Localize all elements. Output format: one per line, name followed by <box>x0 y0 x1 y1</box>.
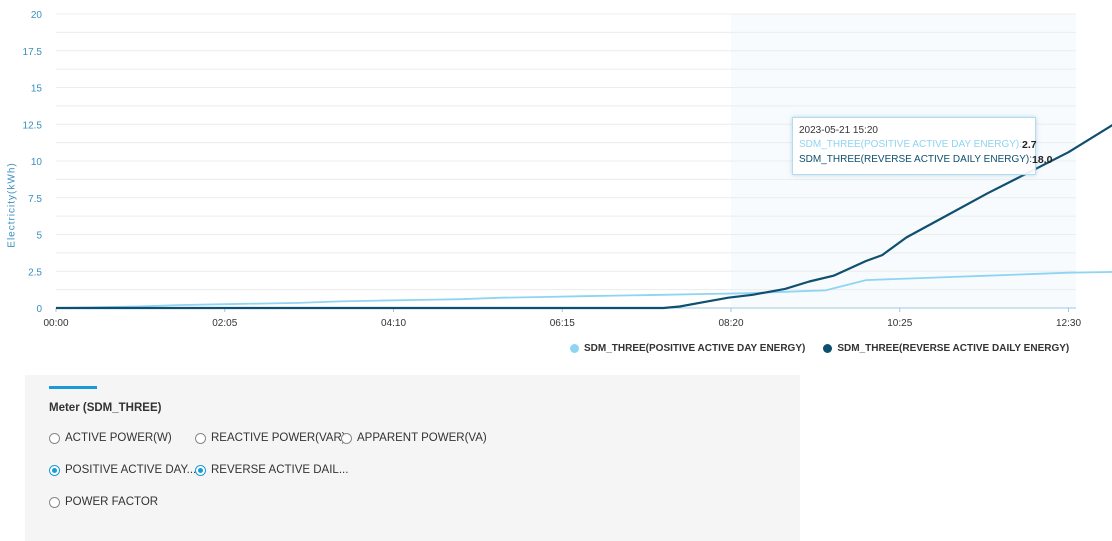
x-tick-label: 04:10 <box>381 318 406 329</box>
y-tick-label: 0 <box>36 304 42 315</box>
tooltip-row-reverse: SDM_THREE(REVERSE ACTIVE DAILY ENERGY): … <box>799 154 1052 166</box>
x-tick-label: 08:20 <box>718 318 743 329</box>
option-label: APPARENT POWER(VA) <box>357 432 487 444</box>
x-tick-label: 06:15 <box>550 318 575 329</box>
x-tick-label: 02:05 <box>212 318 237 329</box>
y-axis-title: Electricity(kWh) <box>6 162 18 248</box>
radio-icon[interactable] <box>341 432 352 444</box>
y-tick-label: 7.5 <box>28 194 42 205</box>
tooltip-row-positive: SDM_THREE(POSITIVE ACTIVE DAY ENERGY): 2… <box>799 139 1037 151</box>
panel-accent-bar <box>49 386 97 389</box>
radio-icon[interactable] <box>195 432 206 444</box>
option-label: POWER FACTOR <box>65 496 159 508</box>
legend-label-positive: SDM_THREE(POSITIVE ACTIVE DAY ENERGY) <box>584 343 806 354</box>
radio-icon[interactable] <box>49 432 60 444</box>
legend-item-reverse[interactable]: SDM_THREE(REVERSE ACTIVE DAILY ENERGY) <box>823 343 1069 354</box>
y-tick-label: 5 <box>36 231 42 242</box>
option-label: REVERSE ACTIVE DAIL... <box>211 464 349 476</box>
legend-dot-icon <box>823 344 833 353</box>
legend-dot-icon <box>570 344 579 353</box>
option-positive-active-day[interactable]: POSITIVE ACTIVE DAY... <box>49 464 196 476</box>
option-active-power[interactable]: ACTIVE POWER(W) <box>49 432 172 444</box>
y-tick-label: 15 <box>31 84 43 95</box>
series-line-0 <box>55 271 1112 309</box>
radio-checked-icon[interactable] <box>49 464 60 476</box>
x-tick-label: 00:00 <box>43 318 68 329</box>
legend-label-reverse: SDM_THREE(REVERSE ACTIVE DAILY ENERGY) <box>837 343 1070 354</box>
tooltip-label-reverse: SDM_THREE(REVERSE ACTIVE DAILY ENERGY): <box>799 154 1033 165</box>
y-axis-title-wrap: Electricity(kWh) <box>2 162 22 248</box>
tooltip-time: 2023-05-21 15:20 <box>799 125 878 136</box>
chart-legend: SDM_THREE(POSITIVE ACTIVE DAY ENERGY) SD… <box>570 343 1069 354</box>
y-tick-label: 10 <box>31 157 43 168</box>
x-tick-label: 10:25 <box>887 318 912 329</box>
option-label: POSITIVE ACTIVE DAY... <box>65 464 197 476</box>
panel-title: Meter (SDM_THREE) <box>49 402 162 414</box>
y-tick-label: 2.5 <box>28 267 42 278</box>
option-label: REACTIVE POWER(VAR) <box>211 432 346 444</box>
y-tick-label: 17.5 <box>23 47 43 58</box>
chart-tooltip: 2023-05-21 15:20 SDM_THREE(POSITIVE ACTI… <box>792 117 1052 175</box>
tooltip-label-positive: SDM_THREE(POSITIVE ACTIVE DAY ENERGY): <box>799 139 1023 150</box>
radio-checked-icon[interactable] <box>195 464 206 476</box>
meter-options-panel: Meter (SDM_THREE) ACTIVE POWER(W) REACTI… <box>25 375 800 541</box>
option-power-factor[interactable]: POWER FACTOR <box>49 496 158 508</box>
radio-icon[interactable] <box>49 496 60 508</box>
legend-item-positive[interactable]: SDM_THREE(POSITIVE ACTIVE DAY ENERGY) <box>570 343 805 354</box>
series-line-1 <box>56 124 1112 310</box>
option-label: ACTIVE POWER(W) <box>65 432 172 444</box>
y-tick-label: 20 <box>31 10 43 21</box>
option-reverse-active-daily[interactable]: REVERSE ACTIVE DAIL... <box>195 464 348 476</box>
y-tick-label: 12.5 <box>23 120 43 131</box>
tooltip-value-reverse: 18.0 <box>1032 154 1053 166</box>
x-tick-label: 12:30 <box>1056 318 1081 329</box>
option-apparent-power[interactable]: APPARENT POWER(VA) <box>341 432 487 444</box>
option-reactive-power[interactable]: REACTIVE POWER(VAR) <box>195 432 346 444</box>
tooltip-value-positive: 2.7 <box>1022 139 1037 151</box>
